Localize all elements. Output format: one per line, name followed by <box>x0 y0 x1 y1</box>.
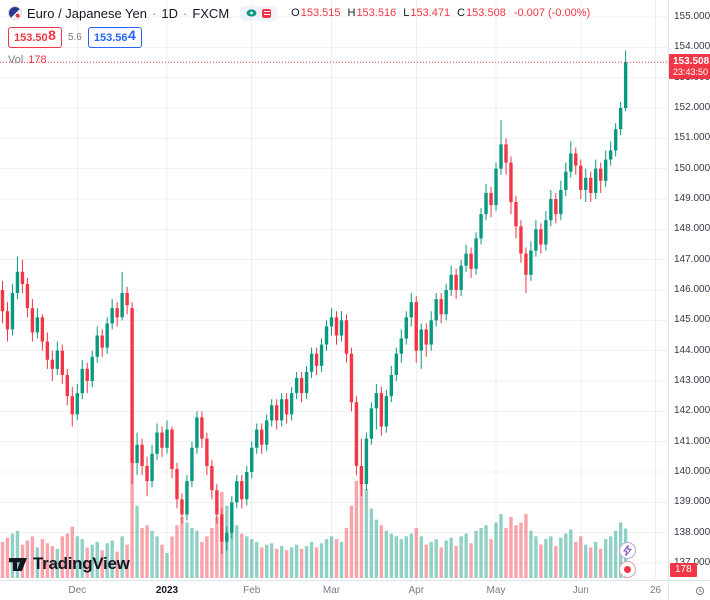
volume-label: Vol <box>8 54 24 66</box>
sell-price: 153.50 <box>14 32 48 44</box>
price-axis-label: 149.000 <box>674 193 710 204</box>
clock-icon <box>695 586 705 595</box>
grid-layer <box>0 0 668 580</box>
volume-layer <box>0 458 628 578</box>
buy-price: 153.56 <box>93 32 128 44</box>
symbol-logo-icon <box>8 6 22 20</box>
price-axis-label: 139.000 <box>674 496 710 508</box>
price-axis-label: 138.000 <box>674 526 710 538</box>
price-axis[interactable]: 153.508 23:43:50 178 137.000 138.000 139.0… <box>668 0 710 580</box>
volume-value: 178 <box>28 54 47 66</box>
price-axis-label: 155.000 <box>674 11 710 22</box>
sell-price-pip: 8 <box>48 27 56 43</box>
price-axis-label: 141.000 <box>674 435 710 447</box>
price-axis-label: 147.000 <box>674 253 710 265</box>
time-axis-label: 26 <box>649 585 662 596</box>
tradingview-logo-icon <box>9 558 27 571</box>
price-axis-label: 137.000 <box>674 557 710 569</box>
chart-legend: Euro / Japanese Yen · 1D · FXCM O153.515… <box>8 5 590 66</box>
spread-value: 5.6 <box>67 32 82 43</box>
bar-countdown: 23:43:50 <box>673 67 709 78</box>
last-volume-label: 178 <box>670 563 697 577</box>
quote-row: 153.508 5.6 153.564 <box>8 27 590 48</box>
interval-label[interactable]: 1D <box>161 5 178 21</box>
quick-trade-button[interactable] <box>619 542 636 559</box>
price-axis-label: 154.000 <box>674 41 710 53</box>
tradingview-logo[interactable]: TradingView <box>8 554 130 574</box>
symbol-title[interactable]: Euro / Japanese Yen <box>27 5 147 21</box>
ohlc-low: L153.471 <box>403 7 451 19</box>
last-price-label: 153.508 23:43:50 <box>669 54 710 80</box>
time-axis-label: Feb <box>243 585 261 596</box>
time-axis-settings[interactable] <box>668 580 710 600</box>
eye-icon[interactable] <box>246 9 257 17</box>
ohlc-high: H153.516 <box>347 7 397 19</box>
price-axis-label: 148.000 <box>674 223 710 235</box>
price-axis-label: 150.000 <box>674 162 710 174</box>
record-dot-icon <box>624 566 631 573</box>
time-axis-label: Jun <box>572 585 589 596</box>
separator: · <box>152 5 157 21</box>
price-axis-label: 146.000 <box>674 284 710 295</box>
buy-button[interactable]: 153.564 <box>87 27 142 48</box>
ohlc-close: C153.508 <box>457 7 506 19</box>
live-status-button[interactable] <box>619 561 636 578</box>
legend-controls[interactable] <box>240 5 278 21</box>
price-axis-label: 151.000 <box>674 132 710 144</box>
price-axis-label: 145.000 <box>674 314 710 326</box>
time-axis-label: May <box>486 585 506 596</box>
last-price-value: 153.508 <box>673 56 710 68</box>
price-axis-label: 140.000 <box>674 466 710 477</box>
sell-button[interactable]: 153.508 <box>8 27 62 48</box>
tradingview-logo-text: TradingView <box>33 554 130 573</box>
candlestick-chart[interactable] <box>0 0 668 580</box>
price-axis-label: 143.000 <box>674 375 710 386</box>
separator: · <box>182 5 188 21</box>
buy-price-pip: 4 <box>128 27 136 43</box>
source-list-icon[interactable] <box>262 8 272 18</box>
price-change: -0.007 (-0.00%) <box>513 7 591 19</box>
candles-layer <box>0 50 628 554</box>
time-axis-label: Dec <box>68 585 87 596</box>
price-axis-label: 152.000 <box>674 102 710 113</box>
time-axis-label: 2023 <box>155 585 179 596</box>
volume-row: Vol 178 <box>8 54 590 66</box>
ohlc-open: O153.515 <box>291 7 341 19</box>
price-axis-label: 142.000 <box>674 405 710 417</box>
time-axis-label: Apr <box>408 585 425 596</box>
ohlc-values: O153.515 H153.516 L153.471 C153.508 -0.0… <box>291 7 590 19</box>
symbol-row: Euro / Japanese Yen · 1D · FXCM O153.515… <box>8 5 590 21</box>
exchange-label[interactable]: FXCM <box>192 5 230 21</box>
time-axis[interactable]: Dec 2023 Feb Mar Apr May Jun 26 <box>0 580 668 600</box>
time-axis-label: Mar <box>322 585 341 596</box>
price-axis-label: 144.000 <box>674 344 710 356</box>
lightning-icon <box>623 545 632 556</box>
